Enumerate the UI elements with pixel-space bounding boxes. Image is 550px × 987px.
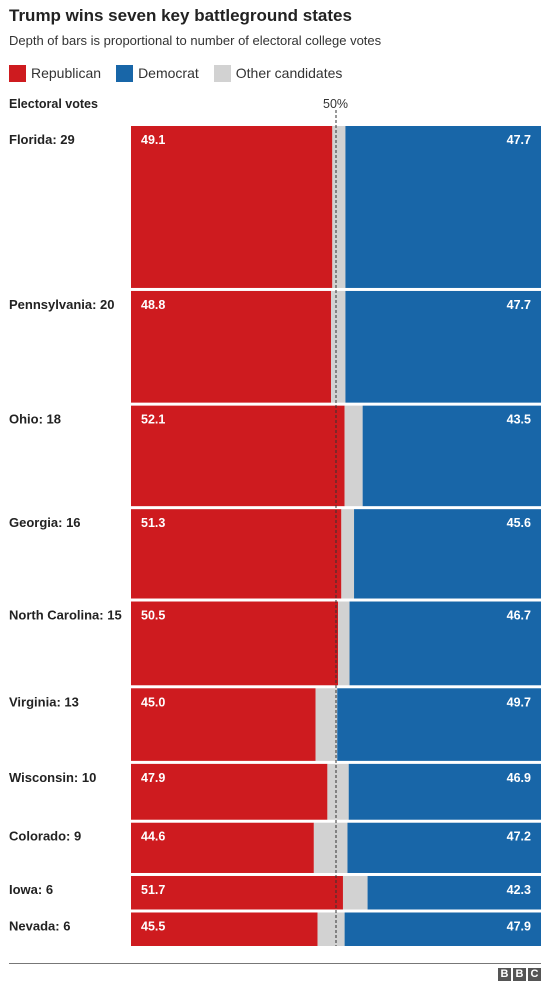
bar-democrat [345, 290, 541, 403]
axis-title: Electoral votes [9, 97, 98, 111]
legend-swatch-other [213, 64, 231, 82]
state-label: Colorado: 9 [9, 829, 81, 844]
bbc-logo-block: C [528, 968, 541, 981]
value-label-democrat: 47.9 [507, 919, 531, 933]
value-label-republican: 49.1 [141, 133, 165, 147]
value-label-democrat: 42.3 [507, 883, 531, 897]
legend-label-democrat: Democrat [138, 65, 199, 81]
state-label: Georgia: 16 [9, 515, 81, 530]
value-label-democrat: 49.7 [507, 695, 531, 709]
state-label: Virginia: 13 [9, 694, 79, 709]
bar-republican [131, 822, 314, 873]
bar-republican [131, 912, 318, 946]
bar-other [344, 405, 363, 507]
bar-republican [131, 763, 328, 820]
bar-democrat [348, 763, 541, 820]
value-label-republican: 52.1 [141, 413, 165, 427]
chart-title: Trump wins seven key battleground states [9, 6, 352, 25]
legend-swatch-democrat [116, 64, 134, 82]
state-label: Florida: 29 [9, 132, 75, 147]
bar-democrat [345, 126, 541, 288]
bbc-logo: B B C [496, 968, 541, 981]
legend-item-republican: Republican [9, 64, 102, 82]
value-label-democrat: 47.7 [507, 298, 531, 312]
legend: Republican Democrat Other candidates [9, 63, 357, 83]
reference-line-label: 50% [323, 97, 349, 111]
legend-swatch-republican [9, 64, 26, 82]
bar-republican [131, 509, 342, 599]
value-label-republican: 51.7 [141, 883, 165, 897]
state-label: Iowa: 6 [9, 882, 53, 897]
state-label: North Carolina: 15 [9, 608, 122, 623]
bbc-logo-block: B [498, 968, 511, 981]
legend-item-other: Other candidates [213, 64, 343, 82]
bar-other [331, 290, 346, 403]
bar-other [313, 822, 348, 873]
bar-republican [131, 875, 343, 910]
bar-other [342, 875, 368, 910]
bar-democrat [347, 822, 541, 873]
chart-subtitle: Depth of bars is proportional to number … [9, 33, 382, 48]
value-label-republican: 44.6 [141, 830, 165, 844]
value-label-republican: 48.8 [141, 298, 165, 312]
value-label-republican: 50.5 [141, 609, 165, 623]
bar-democrat [362, 405, 541, 507]
value-label-republican: 51.3 [141, 516, 165, 530]
bbc-logo-block: B [513, 968, 526, 981]
value-label-republican: 45.5 [141, 919, 165, 933]
value-label-republican: 45.0 [141, 695, 165, 709]
bar-democrat [367, 875, 541, 910]
state-label: Pennsylvania: 20 [9, 297, 115, 312]
value-label-republican: 47.9 [141, 771, 165, 785]
bar-other [332, 126, 346, 288]
footer-divider [9, 963, 541, 964]
bar-democrat [344, 912, 541, 946]
value-label-democrat: 47.7 [507, 133, 531, 147]
legend-label-other: Other candidates [235, 65, 343, 81]
legend-label-republican: Republican [31, 65, 102, 81]
bar-republican [131, 688, 316, 761]
state-label: Wisconsin: 10 [9, 770, 96, 785]
bar-other [341, 509, 355, 599]
bar-democrat [337, 688, 541, 761]
bar-republican [131, 126, 333, 288]
bar-other [315, 688, 338, 761]
value-label-democrat: 45.6 [507, 516, 531, 530]
value-label-democrat: 43.5 [507, 413, 531, 427]
value-label-democrat: 46.7 [507, 609, 531, 623]
bar-democrat [349, 601, 541, 686]
bar-republican [131, 405, 345, 507]
bar-republican [131, 601, 339, 686]
bar-other [317, 912, 345, 946]
bar-democrat [354, 509, 541, 599]
bar-other [327, 763, 349, 820]
value-label-democrat: 47.2 [507, 830, 531, 844]
legend-item-democrat: Democrat [116, 64, 199, 82]
state-label: Ohio: 18 [9, 412, 61, 427]
value-label-democrat: 46.9 [507, 771, 531, 785]
bar-republican [131, 290, 332, 403]
state-label: Nevada: 6 [9, 918, 70, 933]
bar-other [338, 601, 350, 686]
